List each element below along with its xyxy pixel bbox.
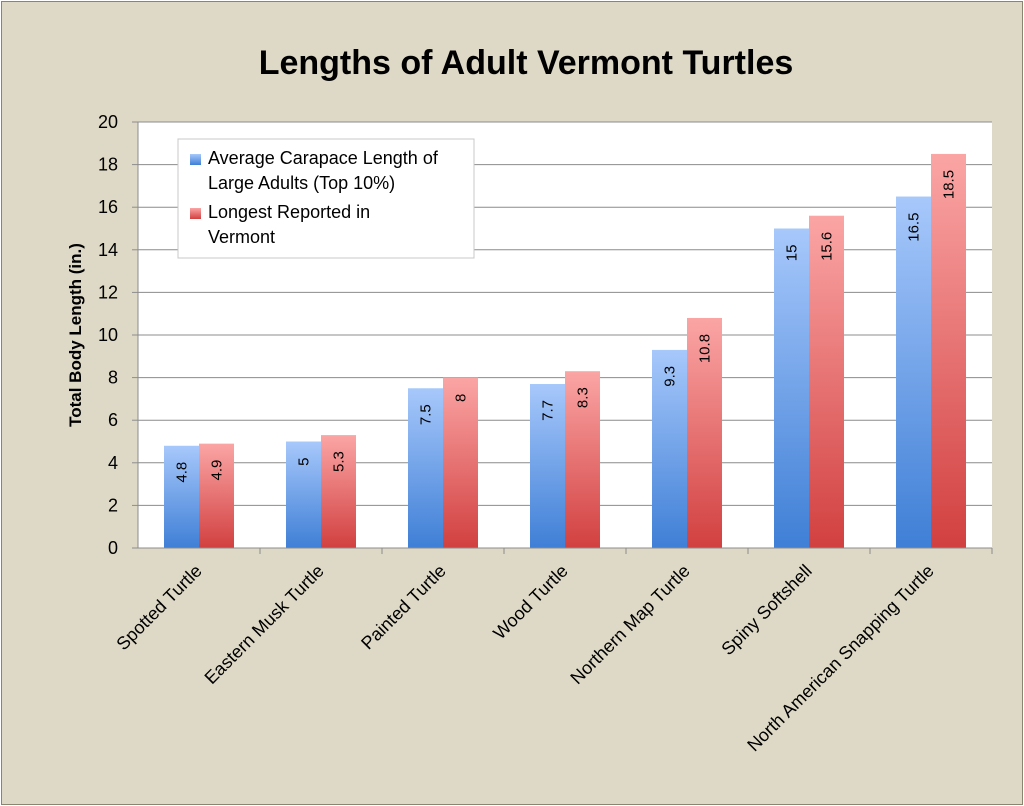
x-category-label: Painted Turtle (357, 561, 450, 654)
legend: Average Carapace Length of Large Adults (… (177, 138, 475, 259)
data-label: 7.5 (418, 404, 435, 425)
x-category-label: Northern Map Turtle (566, 561, 693, 688)
data-label: 18.5 (941, 170, 958, 199)
bar-average (286, 441, 321, 548)
axes (132, 121, 993, 554)
bar-longest (321, 435, 356, 548)
legend-swatch (190, 208, 201, 219)
y-tick-label: 6 (108, 410, 118, 430)
bar-average (164, 445, 199, 548)
legend-entry-text: Vermont (208, 227, 275, 247)
y-tick-label: 4 (108, 453, 118, 473)
data-label: 5 (296, 458, 313, 466)
data-label: 15.6 (819, 232, 836, 261)
y-axis-ticks: 0 2 4 6 8 10 12 14 16 18 20 (98, 112, 118, 558)
data-label: 7.7 (540, 400, 557, 421)
y-tick-label: 12 (98, 282, 118, 302)
bar-average (652, 349, 687, 548)
data-label: 15 (784, 245, 801, 262)
legend-entry-text: Large Adults (Top 10%) (208, 173, 395, 193)
legend-swatch (190, 154, 201, 165)
bar-longest (931, 153, 966, 548)
y-tick-label: 2 (108, 495, 118, 515)
data-labels: 4.8 4.9 5 5.3 7.5 8 7.7 8.3 9.3 10.8 15 15.6 16.5 18.… (174, 170, 958, 483)
y-tick-label: 0 (108, 538, 118, 558)
bar-longest (687, 317, 722, 548)
bars (164, 153, 966, 549)
bar-longest (443, 377, 478, 548)
y-tick-label: 10 (98, 325, 118, 345)
data-label: 4.8 (174, 462, 191, 483)
data-label: 10.8 (697, 334, 714, 363)
legend-entry-text: Longest Reported in (208, 202, 370, 222)
x-category-label: Spiny Softshell (717, 561, 815, 659)
y-axis-label: Total Body Length (in.) (66, 243, 85, 427)
bar-average (774, 228, 809, 548)
data-label: 5.3 (331, 451, 348, 472)
data-label: 16.5 (906, 213, 923, 242)
x-category-label: Wood Turtle (489, 561, 572, 644)
y-tick-label: 18 (98, 155, 118, 175)
x-category-label: Eastern Musk Turtle (201, 561, 328, 688)
y-tick-label: 8 (108, 368, 118, 388)
y-tick-label: 20 (98, 112, 118, 132)
legend-box (177, 138, 475, 259)
bar-longest (199, 443, 234, 548)
y-tick-label: 14 (98, 240, 118, 260)
data-label: 4.9 (209, 460, 226, 481)
bar-average (896, 196, 931, 549)
chart-title: Lengths of Adult Vermont Turtles (259, 44, 794, 82)
data-label: 8 (453, 394, 470, 402)
y-tick-label: 16 (98, 197, 118, 217)
x-category-label: Spotted Turtle (112, 561, 205, 654)
data-label: 9.3 (662, 366, 679, 387)
bar-longest (809, 215, 844, 548)
bar-average (408, 388, 443, 548)
data-label: 8.3 (575, 387, 592, 408)
legend-entry-text: Average Carapace Length of (208, 148, 439, 168)
bar-average (530, 383, 565, 548)
bar-longest (565, 371, 600, 548)
